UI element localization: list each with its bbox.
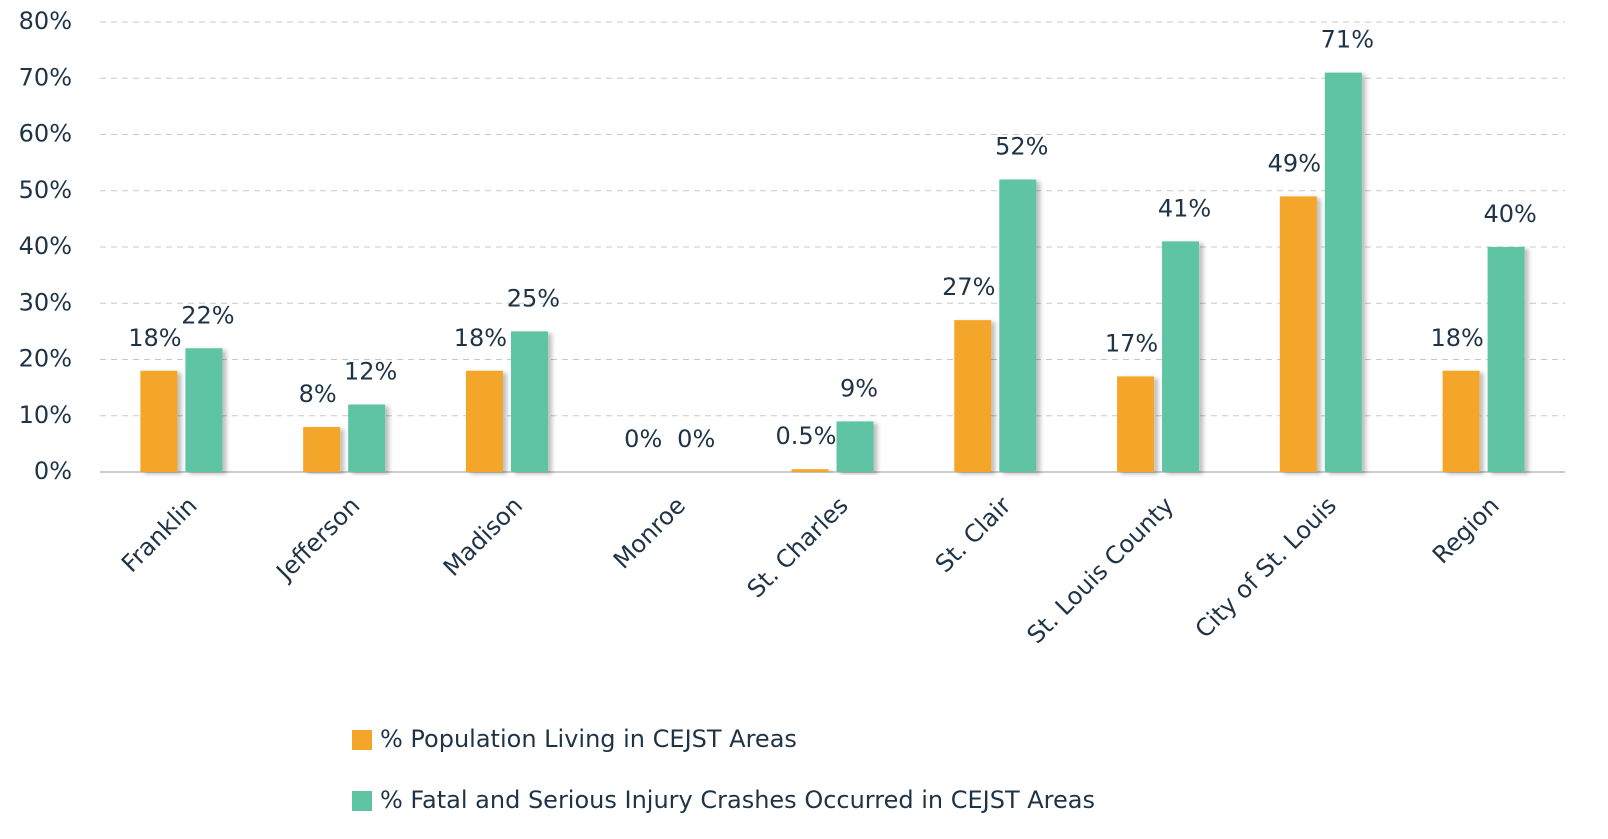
- value-label: 71%: [1321, 26, 1374, 54]
- x-tick-label: Region: [1427, 491, 1505, 569]
- value-label: 41%: [1158, 194, 1211, 222]
- bar: [1279, 196, 1317, 472]
- x-tick-label: City of St. Louis: [1190, 491, 1342, 643]
- value-label: 8%: [299, 380, 337, 408]
- bar: [1117, 376, 1155, 472]
- value-label: 27%: [942, 273, 995, 301]
- bar: [836, 421, 874, 472]
- bar: [1487, 247, 1525, 472]
- x-tick-label: St. Charles: [742, 491, 854, 603]
- x-tick-label: St. Louis County: [1022, 491, 1180, 649]
- y-tick-label: 70%: [19, 63, 72, 91]
- value-label: 0%: [624, 425, 662, 453]
- y-tick-label: 30%: [19, 288, 72, 316]
- bar: [465, 370, 503, 472]
- value-label: 25%: [507, 284, 560, 312]
- value-label: 17%: [1105, 329, 1158, 357]
- y-tick-label: 40%: [19, 232, 72, 260]
- value-label: 49%: [1268, 149, 1321, 177]
- bar: [1162, 241, 1200, 472]
- value-label: 0%: [677, 425, 715, 453]
- value-label: 18%: [128, 324, 181, 352]
- bar: [791, 469, 829, 472]
- bar: [999, 179, 1037, 472]
- legend-label: % Fatal and Serious Injury Crashes Occur…: [380, 786, 1095, 814]
- bar: [303, 427, 341, 472]
- legend-swatch: [352, 791, 372, 811]
- value-label: 12%: [344, 358, 397, 386]
- y-tick-label: 80%: [19, 7, 72, 35]
- value-label: 40%: [1483, 200, 1536, 228]
- x-tick-label: Franklin: [116, 491, 202, 577]
- x-tick-label: Madison: [438, 491, 528, 581]
- value-label: 18%: [454, 324, 507, 352]
- y-tick-label: 60%: [19, 120, 72, 148]
- y-tick-label: 20%: [19, 345, 72, 373]
- y-tick-label: 50%: [19, 176, 72, 204]
- value-label: 22%: [181, 301, 234, 329]
- y-tick-label: 0%: [34, 457, 72, 485]
- bar: [954, 320, 992, 472]
- legend-label: % Population Living in CEJST Areas: [380, 725, 797, 753]
- x-tick-label: Jefferson: [270, 491, 366, 587]
- bar: [1324, 72, 1362, 472]
- value-label: 0.5%: [776, 422, 837, 450]
- bar: [348, 404, 386, 472]
- y-tick-label: 10%: [19, 401, 72, 429]
- bar: [140, 370, 178, 472]
- bar: [185, 348, 223, 472]
- bar: [1442, 370, 1480, 472]
- x-tick-label: Monroe: [608, 491, 691, 574]
- value-label: 52%: [995, 133, 1048, 161]
- bar: [510, 331, 548, 472]
- x-tick-label: St. Clair: [930, 491, 1017, 578]
- value-label: 9%: [840, 374, 878, 402]
- legend-swatch: [352, 730, 372, 750]
- value-label: 18%: [1430, 324, 1483, 352]
